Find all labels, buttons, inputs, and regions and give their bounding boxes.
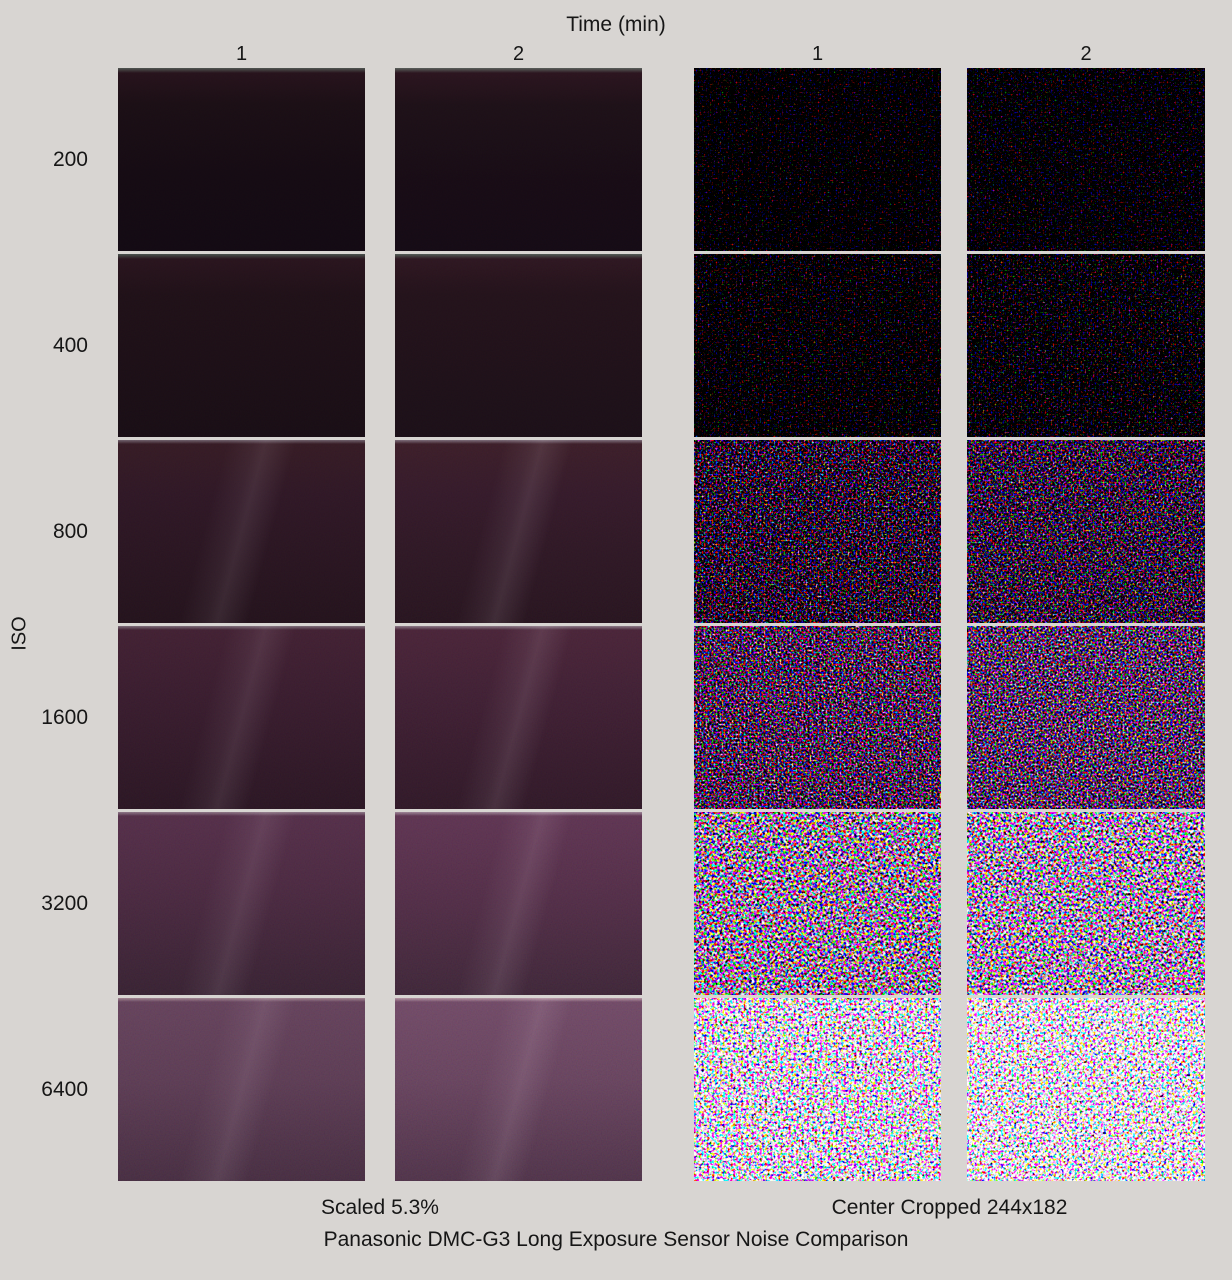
film-grain-overlay — [395, 812, 642, 995]
noise-texture — [694, 626, 941, 809]
image-scaled-iso6400-1min — [118, 998, 365, 1181]
time-axis-column-headers: 1 2 1 2 — [0, 40, 1232, 68]
image-scaled-iso1600-2min — [395, 626, 642, 809]
image-crop-iso3200-1min — [694, 812, 941, 995]
caption-cropped-group: Center Cropped 244x182 — [831, 1196, 1068, 1219]
image-scaled-iso1600-1min — [118, 626, 365, 809]
row-label-iso3200: 3200 — [41, 891, 88, 915]
noise-texture — [967, 68, 1205, 251]
noise-texture — [694, 254, 941, 437]
image-scaled-iso800-2min — [395, 440, 642, 623]
noise-texture — [967, 812, 1205, 995]
image-scaled-iso800-1min — [118, 440, 365, 623]
image-crop-iso800-2min — [967, 440, 1205, 623]
grid-row-iso6400: 6400 — [0, 998, 1232, 1181]
image-crop-iso3200-2min — [967, 812, 1205, 995]
caption-scaled-group: Scaled 5.3% — [321, 1196, 439, 1219]
film-grain-overlay — [395, 998, 642, 1181]
film-grain-overlay — [118, 440, 365, 623]
panel-captions: Scaled 5.3% Center Cropped 244x182 — [0, 1196, 1232, 1220]
film-grain-overlay — [395, 68, 642, 251]
image-crop-iso6400-1min — [694, 998, 941, 1181]
image-crop-iso200-2min — [967, 68, 1205, 251]
noise-texture — [694, 998, 941, 1181]
film-grain-overlay — [395, 626, 642, 809]
image-scaled-iso400-2min — [395, 254, 642, 437]
grid-row-iso1600: 1600 — [0, 626, 1232, 809]
grid-row-iso800: 800 — [0, 440, 1232, 623]
noise-texture — [967, 998, 1205, 1181]
col-header-scaled-1min: 1 — [235, 43, 248, 65]
image-scaled-iso400-1min — [118, 254, 365, 437]
col-header-crop-1min: 1 — [811, 43, 824, 65]
film-grain-overlay — [395, 440, 642, 623]
row-label-iso200: 200 — [52, 147, 88, 171]
time-axis-title: Time (min) — [566, 13, 666, 36]
image-scaled-iso3200-2min — [395, 812, 642, 995]
film-grain-overlay — [118, 68, 365, 251]
iso-axis-title: ISO — [8, 616, 31, 651]
col-header-scaled-2min: 2 — [512, 43, 525, 65]
film-grain-overlay — [118, 626, 365, 809]
image-crop-iso400-2min — [967, 254, 1205, 437]
image-crop-iso200-1min — [694, 68, 941, 251]
film-grain-overlay — [118, 254, 365, 437]
film-grain-overlay — [118, 998, 365, 1181]
noise-texture — [967, 440, 1205, 623]
noise-texture — [694, 68, 941, 251]
image-crop-iso800-1min — [694, 440, 941, 623]
grid-row-iso200: 200 — [0, 68, 1232, 251]
image-scaled-iso200-1min — [118, 68, 365, 251]
image-crop-iso1600-1min — [694, 626, 941, 809]
noise-texture — [967, 254, 1205, 437]
image-scaled-iso3200-1min — [118, 812, 365, 995]
image-crop-iso6400-2min — [967, 998, 1205, 1181]
image-crop-iso1600-2min — [967, 626, 1205, 809]
col-header-crop-2min: 2 — [1080, 43, 1092, 65]
image-scaled-iso6400-2min — [395, 998, 642, 1181]
noise-texture — [694, 812, 941, 995]
row-label-iso1600: 1600 — [41, 705, 88, 729]
film-grain-overlay — [118, 812, 365, 995]
image-scaled-iso200-2min — [395, 68, 642, 251]
row-label-iso800: 800 — [52, 519, 88, 543]
row-label-iso400: 400 — [52, 333, 88, 357]
film-grain-overlay — [395, 254, 642, 437]
figure-title: Panasonic DMC-G3 Long Exposure Sensor No… — [323, 1228, 909, 1251]
image-crop-iso400-1min — [694, 254, 941, 437]
noise-texture — [694, 440, 941, 623]
row-label-iso6400: 6400 — [41, 1077, 88, 1101]
grid-row-iso400: 400 — [0, 254, 1232, 437]
noise-texture — [967, 626, 1205, 809]
grid-row-iso3200: 3200 — [0, 812, 1232, 995]
